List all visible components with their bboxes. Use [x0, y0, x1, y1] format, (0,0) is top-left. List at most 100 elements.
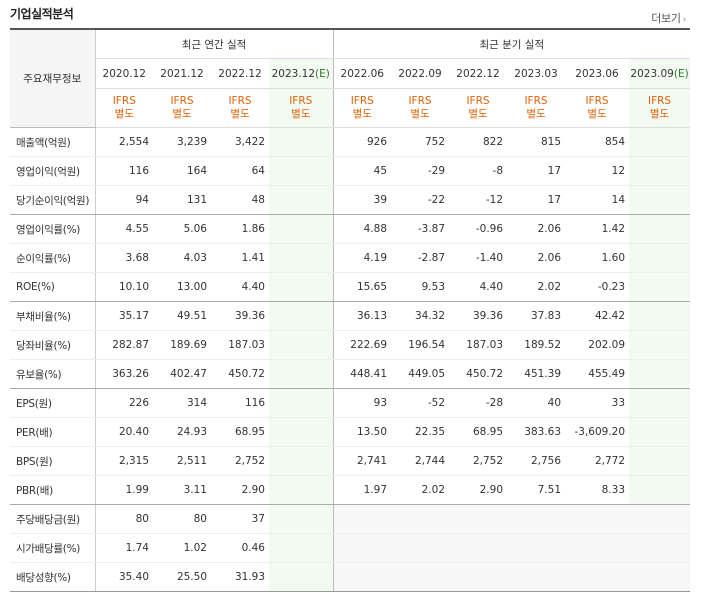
value-cell: -3.87: [391, 214, 450, 244]
period-label: 2023.06: [575, 67, 619, 80]
value-cell: 282.87: [95, 330, 153, 360]
period-header: 2023.06: [565, 58, 630, 89]
value-cell: [629, 562, 691, 592]
ifrs-label: IFRS 별도: [391, 88, 450, 128]
ifrs-line1: IFRS: [350, 95, 374, 107]
value-cell: 0.46: [211, 533, 269, 563]
row-label: 시가배당률(%): [10, 533, 96, 563]
value-cell: [507, 533, 566, 563]
ifrs-line1: IFRS: [408, 95, 432, 107]
value-cell: [629, 475, 691, 505]
value-cell: 4.40: [211, 272, 269, 302]
row-label: 당기순이익(억원): [10, 185, 96, 215]
row-label: 순이익률(%): [10, 243, 96, 273]
table-row: BPS(원) 2,315 2,511 2,752 2,741 2,744 2,752 2,75…: [10, 446, 691, 476]
period-label: 2020.12: [102, 67, 146, 80]
value-cell: [565, 533, 630, 563]
value-cell: 68.95: [449, 417, 508, 447]
value-cell: 455.49: [565, 359, 630, 389]
value-cell: 187.03: [449, 330, 508, 360]
value-cell: 94: [95, 185, 153, 215]
value-cell: [629, 504, 691, 534]
table-row: PER(배) 20.40 24.93 68.95 13.50 22.35 68.95 383.…: [10, 417, 691, 447]
table-row: ROE(%) 10.10 13.00 4.40 15.65 9.53 4.40 2.02 -0.…: [10, 272, 691, 302]
value-cell: 222.69: [332, 330, 392, 360]
value-cell: 2.06: [507, 243, 566, 273]
value-cell: [269, 562, 334, 592]
chevron-right-icon: ›: [682, 15, 687, 25]
value-cell: [269, 388, 334, 418]
ifrs-label: IFRS 별도: [211, 88, 269, 128]
period-label: 2022.06: [340, 67, 384, 80]
value-cell: [629, 330, 691, 360]
period-label: 2023.09: [630, 67, 674, 80]
value-cell: 3,422: [211, 127, 269, 157]
value-cell: 1.74: [95, 533, 153, 563]
ifrs-line2: 별도: [230, 108, 250, 120]
value-cell: 4.55: [95, 214, 153, 244]
value-cell: 4.03: [153, 243, 211, 273]
row-label: PBR(배): [10, 475, 96, 505]
ifrs-label: IFRS 별도: [153, 88, 211, 128]
value-cell: [269, 475, 334, 505]
value-cell: 3.11: [153, 475, 211, 505]
ifrs-line2: 별도: [291, 108, 311, 120]
estimate-tag: (E): [315, 67, 330, 80]
value-cell: [449, 533, 508, 563]
value-cell: 45: [332, 156, 392, 186]
value-cell: [269, 272, 334, 302]
table-row: EPS(원) 226 314 116 93 -52 -28 40 33: [10, 388, 691, 418]
financial-summary-table: 주요재무정보 최근 연간 실적 최근 분기 실적 2020.12 2021.12 2…: [10, 28, 691, 592]
value-cell: [391, 533, 450, 563]
value-cell: [629, 243, 691, 273]
value-cell: 22.35: [391, 417, 450, 447]
value-cell: -29: [391, 156, 450, 186]
value-cell: 34.32: [391, 301, 450, 331]
table-row: 배당성향(%) 35.40 25.50 31.93: [10, 562, 691, 592]
value-cell: 1.86: [211, 214, 269, 244]
value-cell: [391, 504, 450, 534]
value-cell: -52: [391, 388, 450, 418]
ifrs-line1: IFRS: [648, 95, 672, 107]
value-cell: [332, 533, 392, 563]
value-cell: 2.02: [391, 475, 450, 505]
ifrs-line1: IFRS: [585, 95, 609, 107]
table-row: 순이익률(%) 3.68 4.03 1.41 4.19 -2.87 -1.40 2.06 1.6…: [10, 243, 691, 273]
ifrs-line2: 별도: [526, 108, 546, 120]
value-cell: 33: [565, 388, 630, 418]
value-cell: 1.60: [565, 243, 630, 273]
value-cell: [269, 156, 334, 186]
row-label: 매출액(억원): [10, 127, 96, 157]
table-row: 부채비율(%) 35.17 49.51 39.36 36.13 34.32 39.36 37.…: [10, 301, 691, 331]
value-cell: [629, 446, 691, 476]
value-cell: [269, 504, 334, 534]
value-cell: -0.96: [449, 214, 508, 244]
value-cell: 2,756: [507, 446, 566, 476]
period-header: 2022.12: [211, 58, 269, 89]
value-cell: [629, 533, 691, 563]
value-cell: 116: [95, 156, 153, 186]
ifrs-line2: 별도: [352, 108, 372, 120]
value-cell: 35.17: [95, 301, 153, 331]
value-cell: [629, 185, 691, 215]
header-row-groups: 주요재무정보 최근 연간 실적 최근 분기 실적: [10, 28, 691, 128]
value-cell: 20.40: [95, 417, 153, 447]
value-cell: 131: [153, 185, 211, 215]
value-cell: 164: [153, 156, 211, 186]
ifrs-line1: IFRS: [112, 95, 136, 107]
row-label: BPS(원): [10, 446, 96, 476]
value-cell: 449.05: [391, 359, 450, 389]
value-cell: [629, 127, 691, 157]
ifrs-line1: IFRS: [466, 95, 490, 107]
value-cell: 4.88: [332, 214, 392, 244]
value-cell: 1.41: [211, 243, 269, 273]
ifrs-line2: 별도: [587, 108, 607, 120]
row-label: 당좌비율(%): [10, 330, 96, 360]
value-cell: -8: [449, 156, 508, 186]
period-label: 2023.12: [271, 67, 316, 80]
value-cell: 36.13: [332, 301, 392, 331]
value-cell: 13.00: [153, 272, 211, 302]
value-cell: 450.72: [211, 359, 269, 389]
period-label: 2022.12: [218, 67, 262, 80]
more-link[interactable]: 더보기 ›: [651, 10, 686, 26]
